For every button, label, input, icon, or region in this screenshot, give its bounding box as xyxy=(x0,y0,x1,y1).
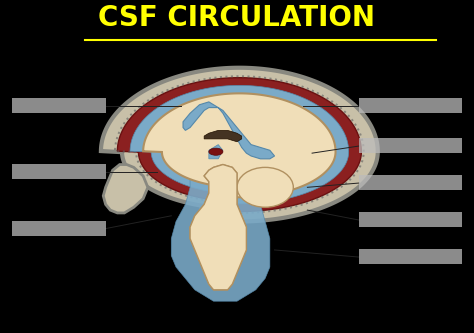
FancyBboxPatch shape xyxy=(359,99,462,113)
FancyBboxPatch shape xyxy=(359,212,462,227)
FancyBboxPatch shape xyxy=(359,175,462,190)
Polygon shape xyxy=(204,130,242,142)
FancyBboxPatch shape xyxy=(359,138,462,153)
FancyBboxPatch shape xyxy=(12,221,106,236)
Ellipse shape xyxy=(237,167,293,207)
Polygon shape xyxy=(190,165,246,290)
Text: CSF CIRCULATION: CSF CIRCULATION xyxy=(99,4,375,32)
Polygon shape xyxy=(130,85,349,204)
FancyBboxPatch shape xyxy=(359,249,462,264)
Polygon shape xyxy=(143,93,336,197)
Polygon shape xyxy=(183,102,274,159)
Polygon shape xyxy=(101,68,378,221)
FancyBboxPatch shape xyxy=(12,164,106,179)
FancyBboxPatch shape xyxy=(12,99,106,113)
Polygon shape xyxy=(103,165,148,213)
Ellipse shape xyxy=(209,148,223,155)
Polygon shape xyxy=(190,165,246,290)
Polygon shape xyxy=(118,78,361,211)
Polygon shape xyxy=(209,145,223,159)
Polygon shape xyxy=(171,159,270,301)
